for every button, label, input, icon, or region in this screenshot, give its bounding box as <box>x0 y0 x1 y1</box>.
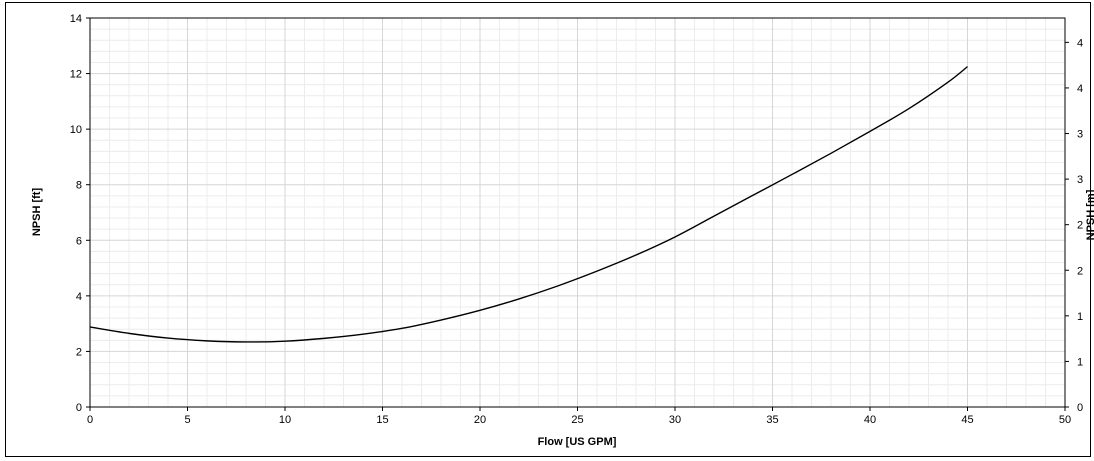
y-tick-label: 2 <box>76 346 82 358</box>
y2-tick-label: 3 <box>1077 129 1083 141</box>
series-layer <box>89 66 968 343</box>
major-grid <box>89 17 1066 408</box>
y-tick-label: 10 <box>70 124 82 136</box>
x-tick-label: 20 <box>474 414 486 426</box>
x-tick-label: 15 <box>376 414 388 426</box>
y-tick-label: 8 <box>76 180 82 192</box>
y2-tick-label: 4 <box>1077 37 1083 49</box>
y2-tick-label: 0 <box>1077 402 1083 414</box>
npsh-curve <box>89 66 968 343</box>
y2-tick-label: 1 <box>1077 311 1083 323</box>
y2-tick-label: 3 <box>1077 174 1083 186</box>
y-axis-title: NPSH [ft] <box>31 188 43 237</box>
x-tick-label: 0 <box>87 414 93 426</box>
x-tick-label: 40 <box>864 414 876 426</box>
y2-axis-ticks: 0 1 1 2 2 3 3 4 4 <box>1065 37 1083 414</box>
x-axis-ticks: 0 5 10 15 20 25 30 35 40 45 50 <box>87 407 1071 426</box>
x-tick-label: 5 <box>184 414 190 426</box>
y2-tick-label: 2 <box>1077 220 1083 232</box>
y2-tick-label: 2 <box>1077 265 1083 277</box>
chart-frame <box>5 2 1091 457</box>
y-tick-label: 14 <box>70 13 82 25</box>
x-tick-label: 35 <box>766 414 778 426</box>
x-tick-label: 50 <box>1059 414 1071 426</box>
x-tick-label: 25 <box>571 414 583 426</box>
y2-axis-title: NPSH [m] <box>1085 189 1094 240</box>
y-tick-label: 12 <box>70 69 82 81</box>
y-tick-label: 6 <box>76 235 82 247</box>
x-axis-title: Flow [US GPM] <box>538 436 617 448</box>
y2-tick-label: 1 <box>1077 356 1083 368</box>
y2-tick-label: 4 <box>1077 83 1083 95</box>
x-tick-label: 30 <box>669 414 681 426</box>
y-tick-label: 0 <box>76 402 82 414</box>
y-tick-label: 4 <box>76 291 82 303</box>
x-tick-label: 10 <box>279 414 291 426</box>
y-axis-ticks: 0 2 4 6 8 10 12 14 <box>70 13 90 414</box>
x-tick-label: 45 <box>961 414 973 426</box>
